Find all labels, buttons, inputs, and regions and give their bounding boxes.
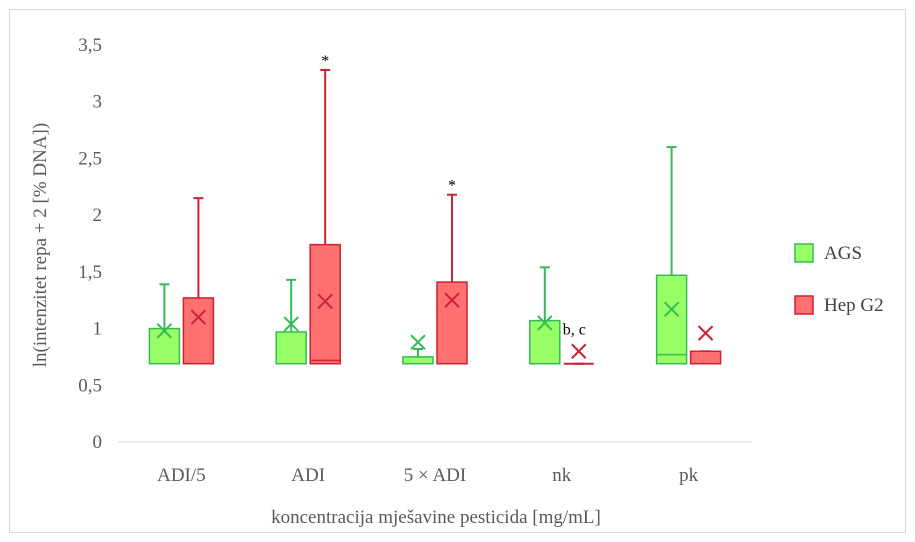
box — [182, 297, 215, 365]
box-hep-g2-3 — [563, 343, 594, 365]
mean-marker — [537, 315, 553, 331]
mean-marker — [571, 343, 587, 359]
y-tick-label: 3,5 — [78, 35, 102, 56]
x-tick-label: ADI/5 — [157, 465, 206, 486]
legend-item: AGS — [794, 243, 862, 264]
mean-marker — [190, 309, 207, 325]
box-hep-g2-2 — [436, 193, 468, 365]
y-axis-title: ln(intenzitet repa + 2 [% DNA]) — [30, 123, 51, 367]
mean-marker — [697, 325, 714, 341]
annotation-label: b, c — [563, 322, 586, 339]
x-tick-label: 5 × ADI — [404, 465, 466, 486]
mean-marker — [410, 334, 426, 350]
legend-item: Hep G2 — [794, 295, 884, 316]
legend-swatch — [794, 243, 814, 263]
box-hep-g2-4 — [689, 325, 722, 365]
box — [275, 331, 307, 365]
box-hep-g2-0 — [182, 197, 215, 365]
y-tick-label: 3 — [93, 92, 103, 113]
y-tick-label: 0,5 — [78, 375, 102, 396]
y-tick-label: 0 — [93, 432, 103, 453]
x-tick-label: ADI — [291, 465, 325, 486]
box-ags-0 — [148, 283, 181, 365]
box — [655, 274, 688, 365]
mean-marker — [283, 316, 299, 332]
y-axis: 0 0,5 1 1,5 2 2,5 3 3,5 — [78, 35, 102, 453]
chart-frame — [9, 9, 906, 533]
mean-marker — [156, 323, 173, 339]
y-tick-label: 2,5 — [78, 148, 102, 169]
box-ags-1 — [275, 278, 307, 365]
box — [436, 281, 468, 365]
mean-marker — [663, 301, 680, 317]
y-tick-label: 1 — [93, 319, 103, 340]
legend-label: AGS — [824, 243, 862, 264]
x-tick-label: pk — [679, 465, 699, 486]
y-tick-label: 1,5 — [78, 262, 102, 283]
x-axis-title: koncentracija mješavine pesticida [mg/mL… — [271, 507, 601, 528]
box-ags-3 — [529, 266, 561, 365]
legend-label: Hep G2 — [824, 295, 884, 316]
x-tick-label: nk — [552, 465, 572, 486]
mean-marker — [444, 292, 460, 308]
plot-area — [148, 68, 722, 365]
box-ags-4 — [655, 146, 688, 365]
y-tick-label: 2 — [93, 205, 103, 226]
mean-marker — [317, 293, 333, 310]
box — [148, 327, 181, 365]
box-hep-g2-1 — [309, 68, 341, 365]
box — [309, 243, 341, 365]
x-axis: ADI/5 ADI 5 × ADI nk pk — [157, 465, 698, 486]
box — [529, 319, 561, 365]
legend: AGS Hep G2 — [794, 243, 884, 316]
box — [689, 350, 722, 365]
box — [402, 356, 434, 365]
box-ags-2 — [402, 334, 434, 365]
legend-swatch — [794, 295, 814, 315]
annotation-label: * — [448, 178, 456, 195]
annotations: * * b, c — [321, 53, 586, 339]
annotation-label: * — [321, 53, 329, 70]
